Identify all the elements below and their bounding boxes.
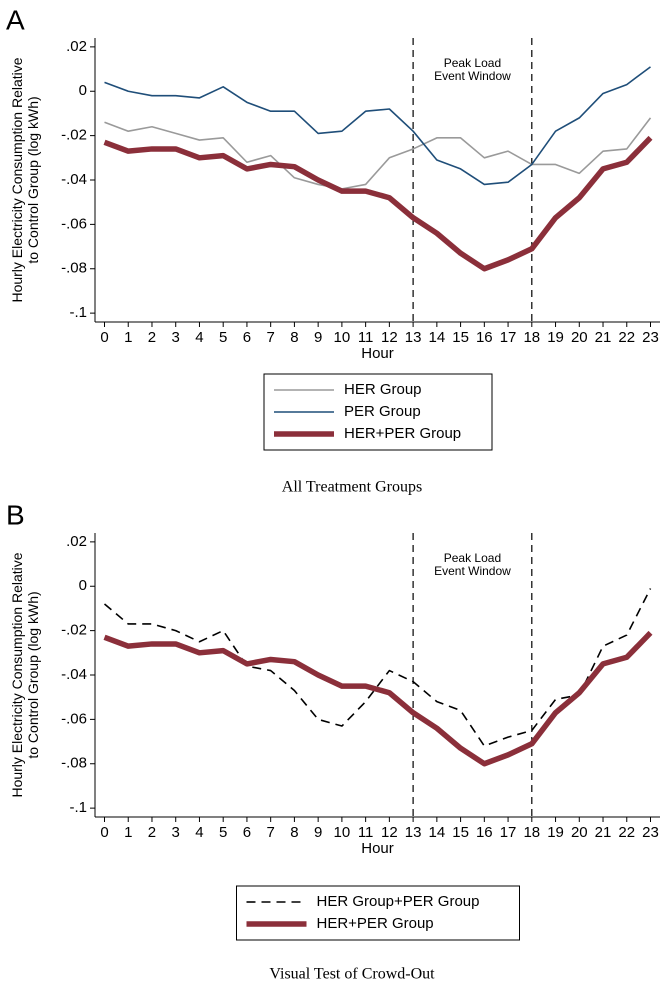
y-tick-label: -.1	[69, 799, 87, 816]
x-tick-label: 22	[618, 329, 635, 346]
legend-box	[236, 885, 520, 941]
x-tick-label: 23	[642, 329, 659, 346]
y-axis-label: Hourly Electricity Consumption Relativet…	[9, 552, 41, 797]
x-tick-label: 8	[290, 329, 298, 346]
y-tick-label: -.04	[61, 666, 87, 683]
y-axis-label-line: to Control Group (log kWh)	[25, 96, 41, 263]
legend-label: PER Group	[344, 403, 421, 420]
x-tick-label: 7	[267, 824, 275, 841]
x-tick-label: 16	[476, 824, 493, 841]
annotation: Event Window	[434, 69, 511, 83]
x-tick-label: 18	[523, 824, 540, 841]
x-tick-label: 8	[290, 824, 298, 841]
x-tick-label: 14	[429, 329, 446, 346]
y-tick-label: -.1	[69, 304, 87, 321]
x-tick-label: 22	[618, 824, 635, 841]
annotation: Event Window	[434, 564, 511, 578]
y-tick-label: -.08	[61, 755, 87, 772]
x-tick-label: 12	[381, 824, 398, 841]
x-tick-label: 13	[405, 824, 422, 841]
x-tick-label: 5	[219, 824, 227, 841]
annotation: Peak Load	[444, 551, 501, 565]
y-tick-label: -.06	[61, 215, 87, 232]
series-line	[103, 630, 653, 767]
x-tick-label: 13	[405, 329, 422, 346]
x-tick-label: 16	[476, 329, 493, 346]
y-axis-label-line: Hourly Electricity Consumption Relative	[9, 57, 25, 302]
y-tick-label: 0	[79, 577, 87, 594]
x-tick-label: 21	[595, 329, 612, 346]
panel-label: B	[6, 499, 25, 530]
x-tick-label: 11	[358, 824, 374, 841]
y-tick-label: -.02	[61, 127, 87, 144]
x-tick-label: 3	[172, 824, 180, 841]
x-tick-label: 9	[314, 824, 322, 841]
x-tick-label: 17	[500, 824, 517, 841]
x-tick-label: 1	[124, 329, 132, 346]
y-tick-label: 0	[79, 82, 87, 99]
series-line	[104, 66, 651, 186]
y-axis-label: Hourly Electricity Consumption Relativet…	[9, 57, 41, 302]
x-tick-label: 6	[243, 329, 251, 346]
x-tick-label: 6	[243, 824, 251, 841]
panel: B.020-.02-.04-.06-.08-.10 1 2 3 4 5 6 7 8 9 10 11 12…	[6, 499, 660, 983]
y-tick-label: .02	[66, 533, 87, 550]
y-tick-label: -.02	[61, 622, 87, 639]
panel-label: A	[6, 4, 25, 35]
x-axis-label: Hour	[361, 345, 394, 362]
x-tick-label: 18	[523, 329, 540, 346]
panel: A.020-.02-.04-.06-.08-.10 1 2 3 4 5 6 7 8 9 10 11 12…	[6, 4, 660, 496]
y-tick-label: -.04	[61, 171, 87, 188]
x-tick-label: 2	[148, 329, 156, 346]
x-tick-label: 7	[267, 329, 275, 346]
x-tick-label: 15	[452, 824, 469, 841]
y-axis-label-line: to Control Group (log kWh)	[25, 591, 41, 758]
x-tick-label: 1	[124, 824, 132, 841]
legend-label: HER Group	[344, 381, 422, 398]
y-tick-label: .02	[66, 38, 87, 55]
series-line	[104, 117, 652, 190]
x-tick-label: 15	[452, 329, 469, 346]
y-tick-label: -.08	[61, 260, 87, 277]
x-tick-label: 23	[642, 824, 659, 841]
x-tick-label: 10	[334, 824, 351, 841]
x-tick-label: 21	[595, 824, 612, 841]
x-axis-label: Hour	[361, 840, 394, 857]
x-tick-label: 5	[219, 329, 227, 346]
annotation: Peak Load	[444, 56, 501, 70]
series-line	[103, 135, 653, 272]
x-tick-label: 17	[500, 329, 517, 346]
x-tick-label: 4	[195, 329, 203, 346]
y-axis-label-line: Hourly Electricity Consumption Relative	[9, 552, 25, 797]
x-tick-label: 14	[429, 824, 446, 841]
legend-label: HER+PER Group	[344, 425, 461, 442]
x-tick-label: 0	[100, 824, 108, 841]
x-tick-label: 19	[547, 824, 564, 841]
y-tick-label: -.06	[61, 710, 87, 727]
x-tick-label: 3	[172, 329, 180, 346]
caption: All Treatment Groups	[282, 479, 422, 496]
legend-label: HER Group+PER Group	[317, 893, 480, 910]
legend-label: HER+PER Group	[317, 915, 434, 932]
series-line	[103, 588, 652, 747]
x-tick-label: 2	[148, 824, 156, 841]
x-tick-label: 20	[571, 824, 588, 841]
x-tick-label: 10	[334, 329, 351, 346]
x-tick-label: 12	[381, 329, 398, 346]
x-tick-label: 4	[195, 824, 203, 841]
caption: Visual Test of Crowd-Out	[269, 966, 435, 983]
x-tick-label: 19	[547, 329, 564, 346]
x-tick-label: 9	[314, 329, 322, 346]
x-tick-label: 11	[358, 329, 374, 346]
x-tick-label: 0	[100, 329, 108, 346]
x-tick-label: 20	[571, 329, 588, 346]
